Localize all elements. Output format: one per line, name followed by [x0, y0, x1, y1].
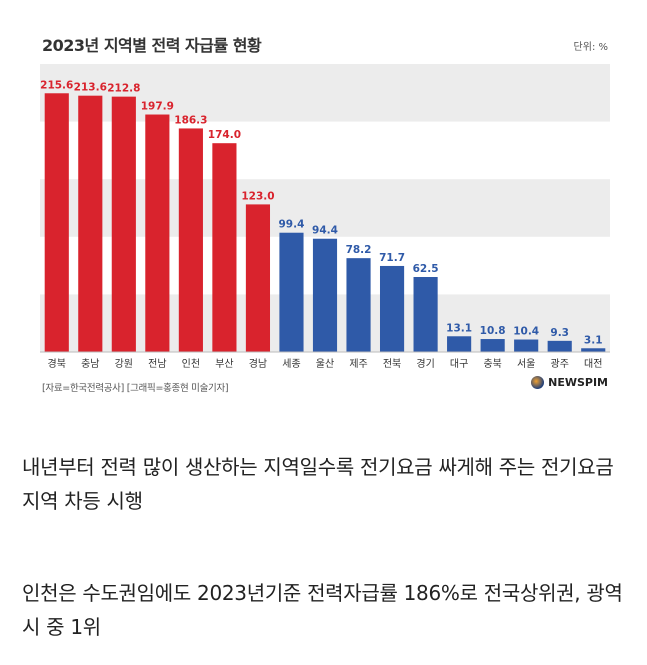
bar-chart: 215.6 경북 213.6 충남 212.8 강원 197.9 전남 186.3 인천 174.0…	[40, 64, 610, 370]
chart-title: 2023년 지역별 전력 자급률 현황	[42, 36, 262, 55]
value-label: 94.4	[312, 225, 338, 237]
bar-서울	[514, 339, 539, 352]
bar-충북	[480, 339, 505, 352]
value-label: 212.8	[107, 83, 140, 95]
bar-인천	[178, 128, 203, 352]
category-label: 부산	[215, 358, 233, 370]
value-label: 71.7	[379, 252, 405, 264]
value-label: 213.6	[74, 82, 107, 94]
bar-대구	[447, 336, 472, 352]
bar-세종	[279, 232, 304, 352]
bar-제주	[346, 258, 371, 352]
category-label: 대전	[584, 358, 602, 370]
category-label: 서울	[517, 358, 535, 370]
value-label: 174.0	[208, 129, 241, 141]
source-note: [자료=한국전력공사] [그래픽=홍종현 미술기자]	[42, 383, 229, 394]
logo-text: NEWSPIM	[548, 376, 608, 389]
category-label: 광주	[551, 358, 569, 370]
category-label: 강원	[115, 358, 133, 370]
bar-경남	[245, 204, 271, 352]
bar-경기	[413, 277, 438, 352]
category-label: 경북	[48, 357, 66, 370]
category-label: 전남	[148, 358, 166, 370]
value-label: 9.3	[550, 327, 569, 339]
value-label: 3.1	[584, 334, 603, 346]
value-label: 13.1	[446, 322, 472, 334]
category-label: 경남	[249, 357, 267, 370]
category-label: 경기	[416, 357, 434, 370]
bar-전북	[379, 265, 405, 352]
newspim-logo: NEWSPIM	[531, 376, 608, 389]
category-label: 충북	[483, 358, 501, 370]
caption-2: 인천은 수도권임에도 2023년기준 전력자급률 186%로 전국상위권, 광역…	[22, 581, 623, 639]
value-label: 10.8	[480, 325, 506, 337]
bar-강원	[111, 96, 136, 352]
value-label: 99.4	[279, 219, 305, 231]
value-label: 78.2	[346, 244, 372, 256]
bar-울산	[312, 238, 338, 352]
unit-label: 단위: %	[573, 42, 608, 53]
category-label: 전북	[383, 358, 401, 370]
category-label: 제주	[349, 358, 367, 370]
bar-충남	[78, 95, 103, 353]
value-label: 10.4	[513, 326, 539, 338]
value-label: 215.6	[40, 79, 73, 91]
value-label: 197.9	[141, 101, 174, 113]
bar-광주	[547, 340, 572, 352]
value-label: 123.0	[241, 190, 274, 202]
category-label: 충남	[81, 358, 99, 370]
bar-대전	[581, 348, 606, 352]
globe-icon	[531, 376, 545, 389]
category-label: 인천	[182, 358, 200, 370]
bar-부산	[212, 143, 237, 352]
bar-경북	[44, 93, 69, 352]
caption-1: 내년부터 전력 많이 생산하는 지역일수록 전기요금 싸게해 주는 전기요금 지…	[22, 455, 614, 513]
category-label: 울산	[316, 358, 334, 370]
category-label: 대구	[450, 358, 468, 370]
value-label: 186.3	[174, 114, 207, 126]
bar-전남	[145, 114, 170, 353]
chart-card: 215.6 경북 213.6 충남 212.8 강원 197.9 전남 186.3 인천 174.0…	[20, 12, 628, 407]
value-label: 62.5	[413, 263, 439, 275]
category-label: 세종	[282, 358, 300, 370]
